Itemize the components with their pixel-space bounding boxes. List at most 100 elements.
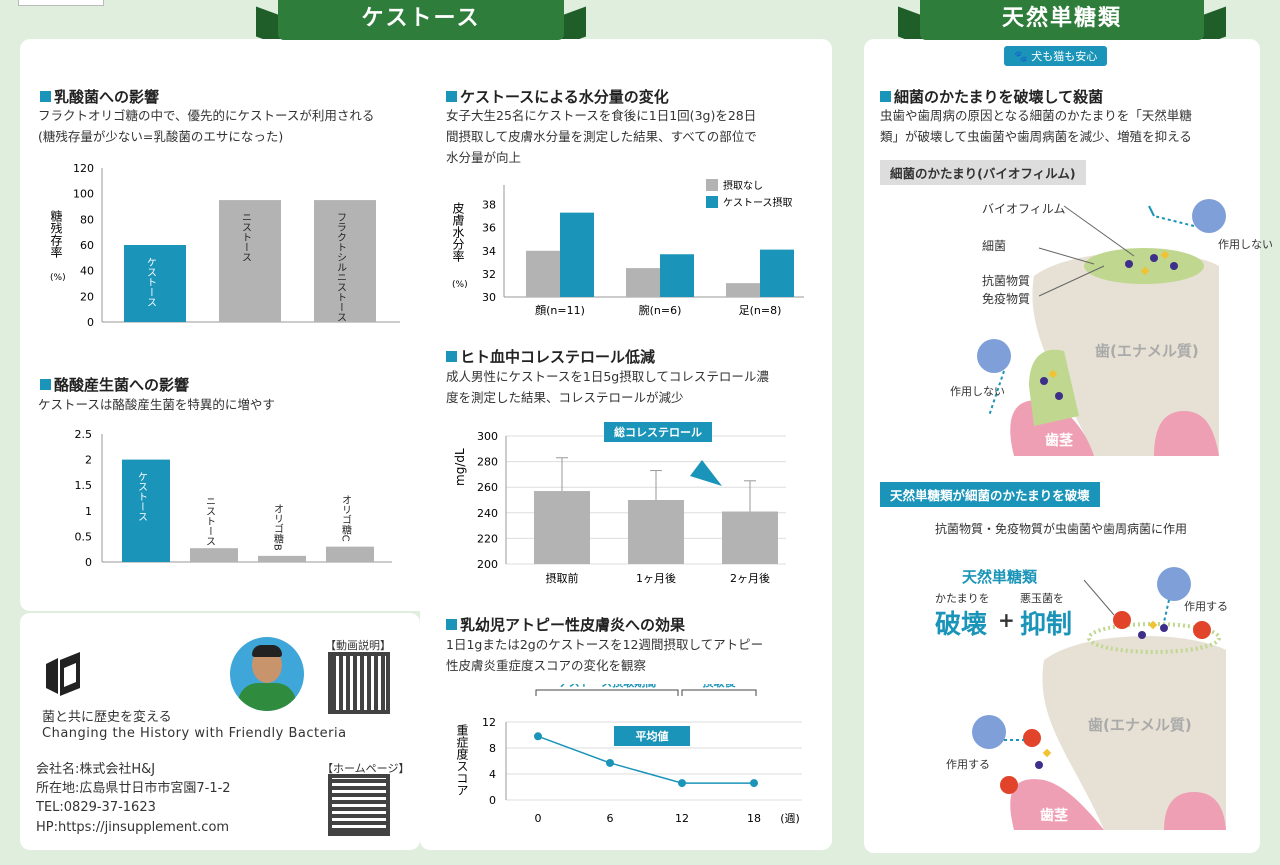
s4-desc2: 度を測定した結果、コレステロールが減少 [446, 390, 684, 405]
s1-title-text: 乳酸菌への影響 [54, 88, 160, 106]
y-axis-label: 糖残存率 [49, 209, 63, 258]
suppress-text: 抑制 [1020, 610, 1073, 640]
s2-desc2: 間摂取して皮膚水分量を測定した結果、すべての部位で [446, 129, 757, 144]
company-hp[interactable]: HP:https://jinsupplement.com [36, 820, 230, 835]
y-tick-label: 260 [477, 481, 498, 494]
s2-title: ケストースによる水分量の変化 [446, 86, 669, 107]
y-tick-label: 240 [477, 507, 498, 520]
period-bracket-2 [681, 689, 757, 696]
legend-label: 摂取なし [723, 179, 763, 192]
y-axis-label: 重症度スコア [455, 724, 469, 796]
tooth-label-2: 歯(エナメル質) [1088, 716, 1192, 734]
y-tick-label: 0.5 [75, 530, 93, 543]
bar [560, 212, 594, 297]
antibody-text-1: 抗菌物質 [982, 274, 1031, 288]
x-tick-label: 1ヶ月後 [636, 571, 676, 585]
bar [726, 283, 760, 297]
period-label-1: ケストース摂取期間 [558, 684, 656, 689]
period-label-2: 摂取後 [703, 684, 737, 689]
y-tick-label: 120 [73, 162, 94, 175]
s2-title-text: ケストースによる水分量の変化 [460, 88, 669, 106]
slogan-jp: 菌と共に歴史を変える [42, 710, 172, 725]
y-tick-label: 38 [482, 199, 496, 212]
y-tick-label: 30 [482, 291, 496, 304]
x-tick-label: 腕(n=6) [639, 303, 682, 317]
biofilm-label: 細菌のかたまり(バイオフィルム) [880, 160, 1086, 185]
paw-icon: 🐾 [1014, 50, 1032, 63]
top-tag [18, 0, 104, 6]
y-tick-label: 80 [80, 213, 94, 226]
square-bullet-icon [446, 351, 457, 362]
destroy-label: 天然単糖類が細菌のかたまりを破壊 [880, 482, 1100, 507]
chart5: 0 4 8 12 重症度スコア 0 6 12 18 (週) ケストース摂取期間 摂取後平均値 [455, 684, 802, 825]
y-tick-label: 2 [85, 454, 92, 467]
y-tick-label: 300 [477, 430, 498, 443]
bar-label: ケストース [136, 471, 148, 521]
s3-desc1: ケストースは酪酸産生菌を特異的に増やす [38, 397, 275, 412]
gum-label-1: 歯茎 [1045, 433, 1073, 449]
right-title-text: 細菌のかたまりを破壊して殺菌 [894, 88, 1104, 106]
s5-desc1: 1日1gまたは2gのケストースを12週間摂取してアトピー [446, 637, 764, 652]
legend-swatch [706, 179, 718, 191]
y-tick-label: 2.5 [75, 428, 93, 441]
biofilm-text: バイオフィルム [982, 202, 1066, 216]
avatar [230, 637, 304, 711]
bar [190, 548, 238, 562]
y-axis-label: mg/dL [453, 448, 467, 486]
bar [314, 200, 376, 322]
legend-swatch [706, 196, 718, 208]
s3-title: 酪酸産生菌への影響 [40, 374, 189, 395]
bar [526, 250, 560, 297]
qr-home[interactable] [328, 774, 390, 836]
chart4: 200 220 240 260 280 300 mg/dL 摂取前 1ヶ月後 2ヶ月後 総コレステロ… [453, 422, 786, 585]
bar-label: ニストース [204, 496, 215, 546]
s1-desc1: フラクトオリゴ糖の中で、優先的にケストースが利用される [38, 108, 375, 123]
data-point [606, 758, 614, 767]
badge-text: 総コレステロール [614, 425, 702, 439]
s4-title-text: ヒト血中コレステロール低減 [460, 348, 656, 366]
series-line [537, 735, 754, 784]
bar [534, 491, 590, 564]
home-label: 【ホームページ】 [322, 762, 410, 775]
s5-desc2: 性皮膚炎重症度スコアの変化を観察 [446, 658, 647, 673]
avatar-body [238, 683, 296, 711]
data-point [678, 779, 686, 788]
slogan-en: Changing the History with Friendly Bacte… [42, 726, 347, 741]
effect-2: 作用する [946, 758, 990, 771]
avatar-hair [252, 645, 282, 657]
s2-desc1: 女子大生25名にケストースを食後に1日1回(3g)を28日 [446, 108, 757, 123]
x-unit: (週) [780, 812, 800, 825]
chart3: 0 0.5 1 1.5 2 2.5 ケストース ニストース オリゴ糖B オリゴ糖C [75, 428, 392, 569]
badge-bg [604, 422, 712, 442]
y-axis-unit: (%) [452, 280, 468, 290]
bar [660, 254, 694, 297]
right-title: 細菌のかたまりを破壊して殺菌 [880, 86, 1103, 107]
company-logo [46, 652, 80, 696]
biofilm-illustration [977, 199, 1226, 456]
x-tick-label: 顔(n=11) [535, 303, 585, 317]
dog-badge: 🐾 犬も猫も安心 [1004, 46, 1108, 66]
y-tick-label: 12 [482, 716, 496, 729]
y-tick-label: 220 [477, 532, 498, 545]
bar [626, 268, 660, 297]
y-tick-label: 40 [80, 265, 94, 278]
bar [122, 459, 170, 562]
left-ribbon: ケストース [278, 0, 564, 40]
right-ribbon: 天然単糖類 [920, 0, 1204, 40]
y-tick-label: 4 [489, 768, 496, 781]
gum-label-2: 歯茎 [1040, 808, 1068, 824]
s4-title: ヒト血中コレステロール低減 [446, 346, 655, 367]
bar [628, 500, 684, 564]
y-tick-label: 1.5 [75, 479, 93, 492]
bar-label: オリゴ糖B [272, 504, 284, 551]
tooth-label-1: 歯(エナメル質) [1095, 342, 1199, 360]
y-tick-label: 200 [477, 558, 498, 571]
company-address: 所在地:広島県廿日市市宮園7-1-2 [36, 781, 231, 796]
bottom-middle-panel [420, 600, 832, 850]
square-bullet-icon [40, 91, 51, 102]
period-bracket-1 [535, 689, 679, 696]
data-point [534, 732, 542, 741]
bar [219, 200, 281, 322]
x-tick-label: 18 [747, 812, 761, 825]
qr-video[interactable] [328, 652, 390, 714]
